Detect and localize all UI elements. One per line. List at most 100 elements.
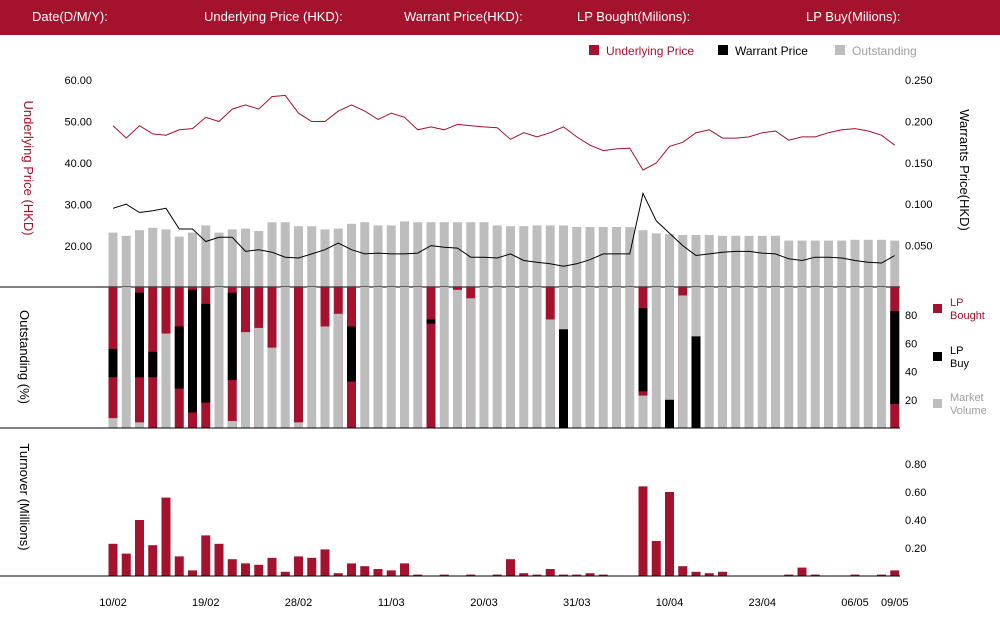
underlying-price-line (112, 94, 896, 171)
outstanding-column (784, 287, 794, 428)
lp-buy-segment (691, 336, 701, 428)
outstanding-bar (837, 240, 847, 287)
legend-swatch-market-volume (933, 399, 942, 408)
turnover-bar (598, 574, 608, 576)
turnover-bar (135, 520, 144, 576)
turnover-bar (347, 563, 356, 576)
turnover-bar (148, 545, 158, 576)
outstanding-remainder (294, 422, 303, 428)
warrant-axis-title: Warrants Price(HKD) (957, 109, 972, 231)
outstanding-column (373, 287, 383, 428)
outstanding-column (665, 287, 674, 428)
turnover-bar (386, 570, 396, 576)
outstanding-column (744, 287, 754, 428)
outstanding-bar (731, 235, 741, 287)
warrant-price-label: Warrant Price(HKD): (404, 9, 523, 24)
x-tick-label: 06/05 (841, 597, 869, 609)
lp-buy-segment (174, 326, 184, 389)
turnover-bar (108, 543, 118, 576)
outstanding-column (731, 287, 741, 428)
plot-layer: 60.00 50.00 40.00 30.00 20.00 0.250 0.200 0.150… (0, 75, 933, 609)
outstanding-bar (638, 230, 648, 287)
turnover-bar (307, 557, 317, 576)
turnover-bar (638, 486, 648, 576)
outstanding-bar (214, 232, 224, 287)
mid-tick-label: 80 (905, 310, 917, 322)
outstanding-bar (148, 227, 158, 287)
turnover-bar (254, 564, 264, 576)
turnover-bar (320, 549, 330, 576)
warrant-price-line (112, 191, 895, 267)
outstanding-bar (294, 226, 303, 287)
outstanding-bar (267, 222, 277, 287)
lp-buy-segment (108, 349, 118, 378)
left-tick-label: 30.00 (64, 200, 92, 212)
x-tick-label: 31/03 (563, 597, 591, 609)
legend-label-outstanding: Outstanding (852, 44, 917, 58)
outstanding-bar (744, 235, 754, 287)
legend-swatch-warrant (718, 45, 728, 55)
outstanding-bar (810, 240, 820, 287)
turnover-bar (678, 566, 688, 576)
outstanding-bar (863, 239, 873, 287)
outstanding-column (439, 287, 449, 428)
outstanding-bar (532, 225, 542, 287)
price-legend: Underlying Price Warrant Price Outstandi… (589, 44, 917, 58)
turnover-bar (545, 569, 555, 576)
legend-swatch-outstanding (835, 45, 845, 55)
outstanding-remainder (161, 333, 171, 428)
outstanding-remainder (466, 298, 476, 428)
turnover-bar (267, 557, 277, 576)
outstanding-bar (519, 226, 529, 287)
outstanding-column (837, 287, 847, 428)
turnover-bar (400, 563, 409, 576)
turnover-bar (718, 571, 727, 576)
info-header-bar: Date(D/M/Y): Underlying Price (HKD): War… (0, 0, 1000, 35)
outstanding-bar (625, 227, 635, 287)
x-tick-label: 23/04 (748, 597, 776, 609)
turnover-bar (121, 553, 131, 576)
lp-buy-segment (665, 399, 674, 428)
mid-tick-label: 40 (905, 367, 917, 379)
outstanding-bar (161, 229, 171, 287)
turnover-tick-label: 0.20 (905, 543, 926, 555)
outstanding-column (492, 287, 502, 428)
turnover-bar (651, 541, 661, 576)
outstanding-column (718, 287, 727, 428)
outstanding-column (294, 287, 303, 428)
turnover-bar (439, 574, 449, 576)
outstanding-column (121, 287, 131, 428)
outstanding-bar (506, 226, 515, 287)
outstanding-column (824, 287, 833, 428)
x-tick-label: 09/05 (881, 597, 909, 609)
outstanding-bar (108, 232, 118, 287)
outstanding-bar (704, 235, 714, 287)
legend-swatch-underlying (589, 45, 599, 55)
outstanding-bar (665, 234, 674, 287)
underlying-price-label: Underlying Price (HKD): (204, 9, 343, 24)
outstanding-column (651, 287, 661, 428)
outstanding-bar (479, 222, 489, 287)
outstanding-remainder (254, 327, 264, 428)
outstanding-bar (280, 222, 290, 287)
outstanding-axis-title: Outstanding (%) (17, 310, 32, 404)
turnover-bar (466, 574, 476, 576)
outstanding-column (598, 287, 608, 428)
turnover-bar (280, 571, 290, 576)
outstanding-column (479, 287, 489, 428)
turnover-bar (850, 574, 860, 576)
lp-buy-segment (347, 326, 356, 382)
left-tick-label: 20.00 (64, 241, 92, 253)
mid-tick-label: 60 (905, 338, 917, 350)
turnover-bar (294, 556, 303, 576)
turnover-bar (877, 574, 886, 576)
turnover-bar (174, 556, 184, 576)
turnover-bar (519, 573, 529, 576)
outstanding-bar (386, 225, 396, 287)
turnover-bar (572, 574, 582, 576)
lp-buy-segment (638, 308, 648, 392)
outstanding-bar (121, 235, 131, 287)
outstanding-bar (784, 240, 794, 287)
x-tick-label: 11/03 (378, 597, 405, 609)
